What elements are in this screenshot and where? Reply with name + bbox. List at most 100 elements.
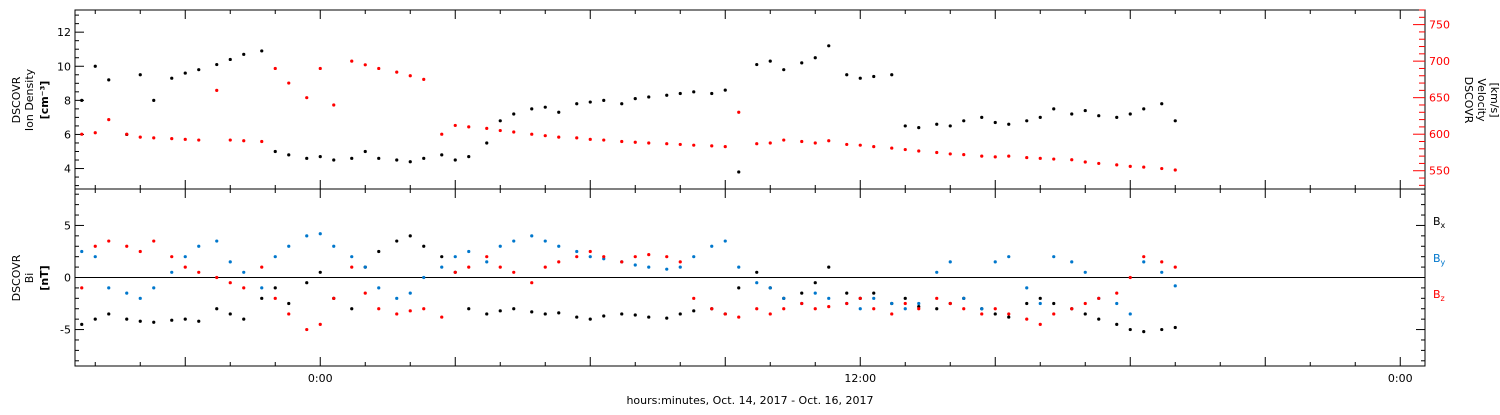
bfield-point-by [1038,301,1042,306]
velocity-point [93,131,97,135]
bfield-point-bx [1083,312,1087,316]
density-point [962,119,966,123]
bfield-point-bx [350,307,354,311]
bfield-point-by [422,275,426,280]
bfield-point-by [948,260,952,264]
velocity-point [242,139,246,143]
bfield-point-bz [917,307,921,311]
bfield-point-bx [647,315,651,319]
velocity-axis-label-line1: DSCOVR [1462,77,1475,124]
density-point [647,95,651,99]
bfield-point-bz [183,265,187,269]
density-point [498,119,502,123]
velocity-point [827,139,831,143]
bfield-point-bz [1115,291,1119,295]
density-point [1083,108,1087,113]
bfield-point-by [138,296,142,300]
bfield-point-bz [1070,307,1074,311]
density-point [543,105,547,109]
bfield-point-by [273,255,277,259]
bfield-point-bz [890,312,894,316]
density-axis-unit: [cm⁻³] [38,81,51,120]
bfield-point-bz [395,312,399,316]
density-point [800,61,804,65]
velocity-point [152,136,156,140]
velocity-point [845,142,849,147]
x-tick-label: 0:00 [308,372,333,385]
density-point [485,141,489,145]
bfield-point-bz [467,265,471,269]
bfield-point-bz [80,286,84,290]
velocity-tick-label: 700 [1429,55,1450,68]
bfield-point-by [107,286,111,290]
bfield-point-bx [152,320,156,324]
bfield-point-by [557,244,561,248]
velocity-point [557,135,561,139]
density-point [1007,122,1011,126]
velocity-point [782,138,786,142]
bfield-point-by [512,239,516,243]
density-axis-label-line1: DSCOVR [10,76,23,123]
velocity-point [498,128,502,133]
density-point [350,156,354,160]
bfield-point-bx [665,316,669,320]
bfield-point-by [1083,270,1087,274]
velocity-point [107,117,111,122]
density-point [273,149,277,154]
velocity-point [287,81,291,85]
density-point [678,91,682,96]
velocity-point [395,70,399,74]
velocity-tick-label: 550 [1429,165,1450,178]
velocity-point [737,110,741,114]
bfield-point-bz [665,255,669,259]
bfield-point-by [737,265,741,269]
density-point [138,73,142,77]
bfield-point-bz [858,296,862,300]
bfield-point-by [723,239,727,243]
bfield-point-bz [575,255,579,259]
velocity-point [125,132,129,136]
density-point [1025,119,1029,123]
density-point [1052,107,1056,111]
bfield-point-bx [215,307,219,311]
velocity-point [1115,163,1119,167]
velocity-point [408,74,412,78]
velocity-point [350,59,354,63]
velocity-point [588,137,592,141]
bfield-point-bx [935,307,939,311]
bfield-point-bz [318,322,322,326]
density-point [170,76,174,80]
velocity-point [858,143,862,147]
bfield-tick-label: 5 [64,219,71,232]
density-point [1070,112,1074,116]
legend-entry-by: By [1433,252,1446,267]
velocity-point [813,141,817,145]
velocity-point [980,154,984,158]
velocity-point [485,126,489,130]
density-point [710,91,714,96]
density-axis-label-line2: Ion Density [23,68,36,131]
x-tick-label: 12:00 [844,372,876,385]
bfield-point-bx [1007,315,1011,319]
bfield-point-bx [1097,317,1101,321]
density-point [377,156,381,160]
bfield-point-bx [498,309,502,313]
velocity-point [1173,168,1177,172]
bfield-point-by [498,244,502,248]
density-point [602,98,606,102]
bfield-axis-unit: [nT] [38,265,51,290]
bfield-point-by [962,296,966,300]
bfield-point-bz [633,255,637,259]
density-point [152,98,156,102]
density-point [917,126,921,130]
bfield-point-bz [1025,317,1029,321]
velocity-point [1025,155,1029,160]
bfield-point-by [305,234,309,238]
bfield-point-by [1007,255,1011,259]
density-point [557,110,561,114]
velocity-point [260,139,264,144]
bfield-point-bx [170,318,174,322]
bfield-point-bz [962,307,966,311]
x-tick-label: 0:00 [1388,372,1413,385]
density-point [93,64,97,68]
